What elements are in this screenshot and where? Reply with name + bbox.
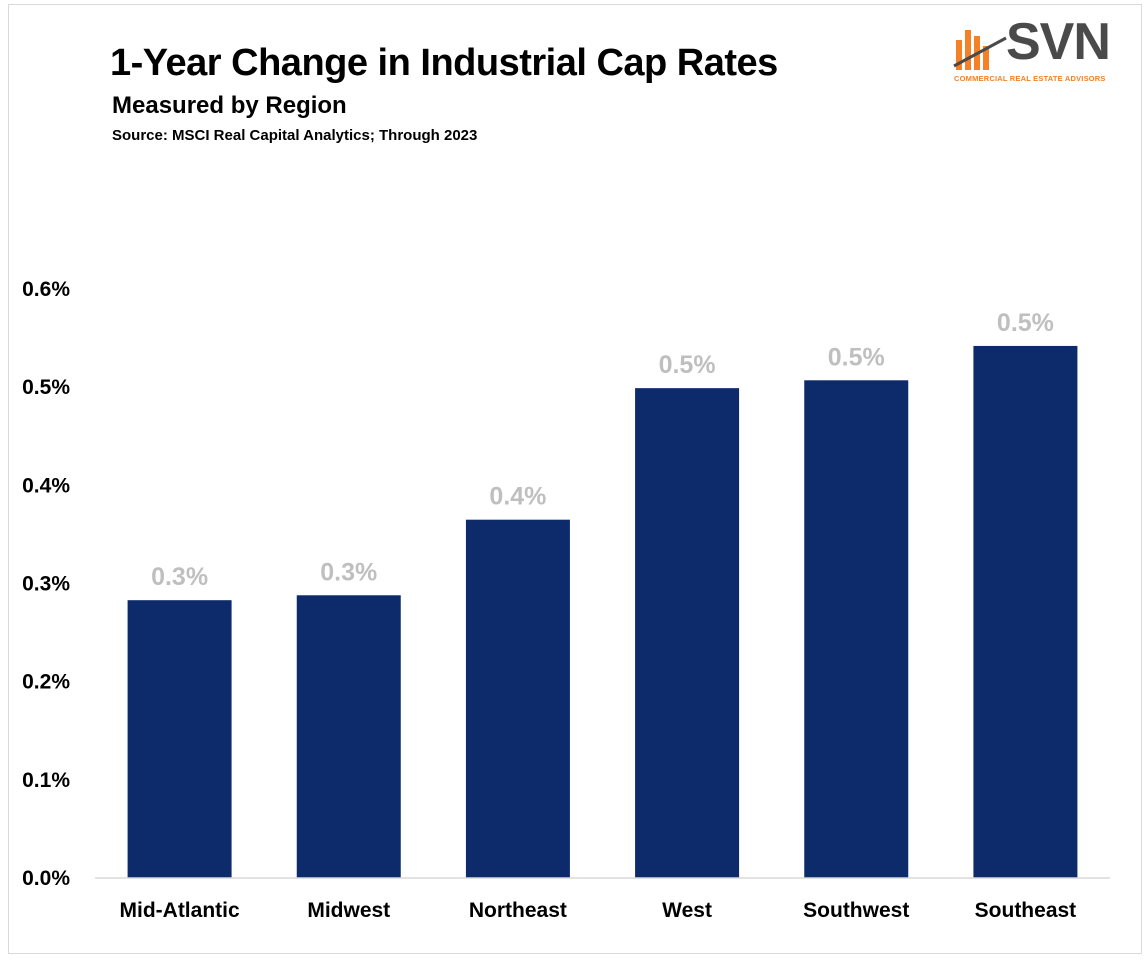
- data-label: 0.3%: [151, 563, 208, 591]
- logo-name: SVN: [1006, 13, 1111, 71]
- data-label: 0.5%: [828, 343, 885, 371]
- data-label: 0.3%: [320, 558, 377, 586]
- bar-southwest: [804, 380, 909, 878]
- x-tick-label: Southeast: [975, 899, 1077, 922]
- bar-northeast: [465, 519, 570, 878]
- bars: [127, 345, 1078, 879]
- data-label: 0.5%: [997, 309, 1054, 337]
- chart-subtitle: Measured by Region: [112, 92, 347, 119]
- y-tick-label: 0.4%: [22, 474, 70, 497]
- data-labels: 0.3% 0.3% 0.4% 0.5% 0.5% 0.5%: [151, 309, 1054, 591]
- x-tick-label: Northeast: [469, 899, 567, 922]
- bar-west: [635, 388, 740, 878]
- y-tick-label: 0.3%: [22, 573, 70, 596]
- x-axis: Mid-Atlantic Midwest Northeast West Southwes…: [120, 899, 1077, 922]
- y-tick-label: 0.6%: [22, 278, 70, 301]
- data-label: 0.4%: [489, 483, 546, 511]
- y-tick-label: 0.5%: [22, 376, 70, 399]
- x-tick-label: Southwest: [803, 899, 909, 922]
- logo-tagline: COMMERCIAL REAL ESTATE ADVISORS: [954, 74, 1106, 83]
- chart-title: 1-Year Change in Industrial Cap Rates: [110, 42, 778, 84]
- chart-source-note: Source: MSCI Real Capital Analytics; Thr…: [112, 127, 478, 144]
- svn-bars-logo-icon: [953, 30, 1007, 70]
- bar-southeast: [973, 345, 1078, 879]
- chart-frame: [8, 4, 1142, 954]
- x-tick-label: West: [662, 899, 712, 922]
- data-label: 0.5%: [659, 351, 716, 379]
- y-tick-label: 0.0%: [22, 867, 70, 890]
- y-tick-label: 0.1%: [22, 769, 70, 792]
- y-tick-label: 0.2%: [22, 671, 70, 694]
- svn-logo: SVN COMMERCIAL REAL ESTATE ADVISORS: [952, 16, 1130, 104]
- x-tick-label: Midwest: [307, 899, 390, 922]
- bar-midwest: [296, 595, 401, 878]
- y-axis: 0.0% 0.1% 0.2% 0.3% 0.4% 0.5% 0.6%: [22, 278, 70, 890]
- bar-mid-atlantic: [127, 600, 232, 878]
- x-tick-label: Mid-Atlantic: [120, 899, 240, 922]
